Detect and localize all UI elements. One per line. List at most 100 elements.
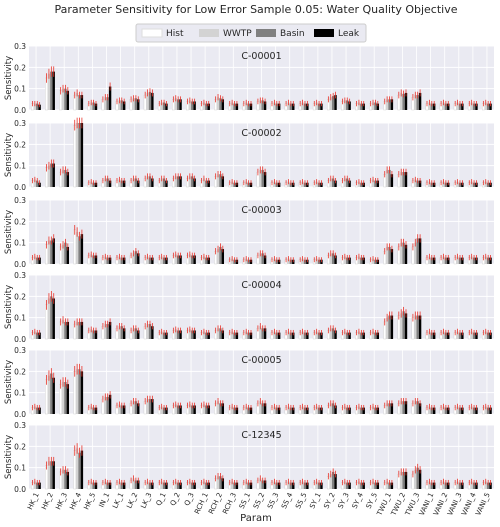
bar-basin-lk_1 (120, 100, 123, 110)
bar-basin-rch_2 (219, 328, 222, 339)
bar-basin-rch_1 (205, 257, 208, 264)
x-tick-label: LK_1 (111, 491, 125, 509)
bar-leak-q_2 (179, 482, 182, 489)
bar-wwtp-lk_2 (132, 98, 135, 110)
bar-basin-q_1 (162, 178, 166, 187)
bar-basin-rch_1 (205, 103, 208, 110)
bar-leak-ss_3 (277, 103, 281, 110)
bar-basin-lk_2 (134, 480, 138, 489)
bar-basin-twu_1 (388, 482, 391, 489)
bar-basin-lk_2 (134, 178, 138, 187)
bar-basin-vani_3 (458, 103, 462, 110)
bar-leak-twu_2 (404, 401, 408, 414)
bar-wwtp-twu_2 (400, 172, 403, 187)
bar-wwtp-sy_4 (357, 256, 361, 264)
y-tick-label: 0.0 (14, 335, 26, 344)
bar-basin-twu_3 (416, 180, 419, 187)
bar-wwtp-twu_3 (414, 469, 417, 489)
bar-leak-ss_2 (263, 403, 267, 414)
bar-wwtp-q_3 (188, 176, 192, 187)
bar-basin-hk_4 (78, 321, 81, 339)
bar-basin-twu_1 (388, 315, 391, 339)
bar-leak-lk_3 (151, 326, 154, 339)
bar-leak-lk_1 (122, 482, 126, 489)
x-tick-label: SY_3 (337, 491, 351, 510)
bar-basin-hk_2 (50, 373, 53, 414)
bar-basin-hk_1 (36, 407, 39, 414)
bar-wwtp-hk_1 (33, 256, 37, 264)
y-tick-label: 0.2 (14, 63, 26, 72)
bar-leak-ss_3 (277, 407, 281, 414)
bar-wwtp-q_3 (188, 100, 192, 110)
bar-leak-rch_1 (207, 332, 210, 339)
bar-leak-sy_5 (376, 407, 380, 414)
bar-basin-twu_1 (388, 99, 391, 110)
bar-leak-q_1 (165, 180, 168, 187)
bar-leak-twu_2 (404, 92, 408, 110)
legend-swatch-hist (141, 28, 163, 38)
bar-basin-q_1 (162, 102, 166, 110)
bar-basin-ss_5 (303, 103, 307, 110)
bar-basin-rch_1 (205, 180, 208, 187)
bar-leak-sy_2 (334, 474, 337, 489)
bar-wwtp-q_3 (188, 481, 192, 489)
legend-label-basin: Basin (280, 29, 305, 39)
bar-leak-sy_2 (334, 330, 337, 339)
bar-leak-sy_4 (362, 407, 365, 414)
bar-leak-lk_1 (122, 101, 126, 110)
bar-leak-sy_1 (320, 482, 323, 489)
bar-basin-hk_3 (64, 382, 67, 414)
bar-basin-vani_1 (430, 482, 433, 489)
bar-leak-rch_2 (221, 249, 225, 264)
y-tick-label: 0.2 (14, 292, 26, 301)
bar-leak-vani_3 (461, 332, 464, 339)
bar-wwtp-lk_3 (146, 92, 149, 110)
bar-wwtp-lk_1 (118, 326, 121, 339)
bar-basin-twu_1 (388, 169, 391, 187)
bar-basin-rch_2 (219, 246, 222, 264)
x-tick-label: SY_1 (308, 491, 322, 510)
bar-wwtp-in_1 (104, 481, 107, 489)
bar-wwtp-ss_4 (287, 331, 290, 339)
bar-leak-vani_1 (432, 407, 436, 414)
bar-wwtp-ss_2 (259, 100, 262, 110)
bar-wwtp-sy_3 (343, 481, 347, 489)
bar-leak-hk_1 (38, 257, 41, 264)
bar-leak-vani_4 (475, 332, 478, 339)
bar-leak-sy_1 (320, 407, 323, 414)
y-tick-label: 0.1 (14, 314, 26, 323)
bar-basin-vani_3 (458, 407, 462, 414)
bar-leak-ss_4 (292, 482, 295, 489)
legend-box (135, 23, 367, 43)
bar-basin-rch_3 (233, 332, 236, 339)
bar-wwtp-sy_4 (357, 181, 361, 187)
bar-basin-twu_2 (402, 311, 405, 339)
bar-leak-q_1 (165, 257, 168, 264)
x-tick-label: HK_1 (26, 491, 41, 511)
panel-c-00002: 0.0 0.1 0.2 0.3 C-00002 Sensitivity (4, 117, 494, 192)
bar-basin-rch_1 (205, 482, 208, 489)
x-tick-label: HK_3 (54, 491, 69, 511)
panel-c-00005: 0.0 0.1 0.2 0.3 C-00005 Sensitivity (4, 346, 494, 419)
panel-c-00001: 0.0 0.1 0.2 0.3 C-00001 Sensitivity (4, 42, 494, 115)
bar-leak-hk_5 (94, 482, 98, 489)
bar-wwtp-sy_3 (343, 178, 347, 187)
bar-wwtp-hk_5 (90, 181, 93, 187)
bar-leak-sy_3 (348, 407, 351, 414)
bar-wwtp-rch_3 (230, 331, 234, 339)
bar-leak-hk_5 (94, 330, 98, 339)
bar-wwtp-lk_2 (132, 401, 135, 414)
bar-leak-sy_2 (334, 95, 337, 110)
bar-basin-vani_3 (458, 332, 462, 339)
bar-leak-twu_2 (404, 313, 408, 339)
bar-wwtp-ss_1 (245, 102, 248, 110)
bar-wwtp-sy_5 (371, 102, 375, 110)
bar-wwtp-sy_3 (343, 100, 347, 110)
bar-wwtp-ss_3 (273, 181, 276, 187)
bar-wwtp-vani_5 (484, 181, 487, 187)
bar-leak-sy_3 (348, 180, 351, 187)
bar-leak-rch_1 (207, 482, 210, 489)
bar-wwtp-sy_2 (329, 253, 332, 264)
bar-leak-hk_1 (38, 104, 41, 110)
